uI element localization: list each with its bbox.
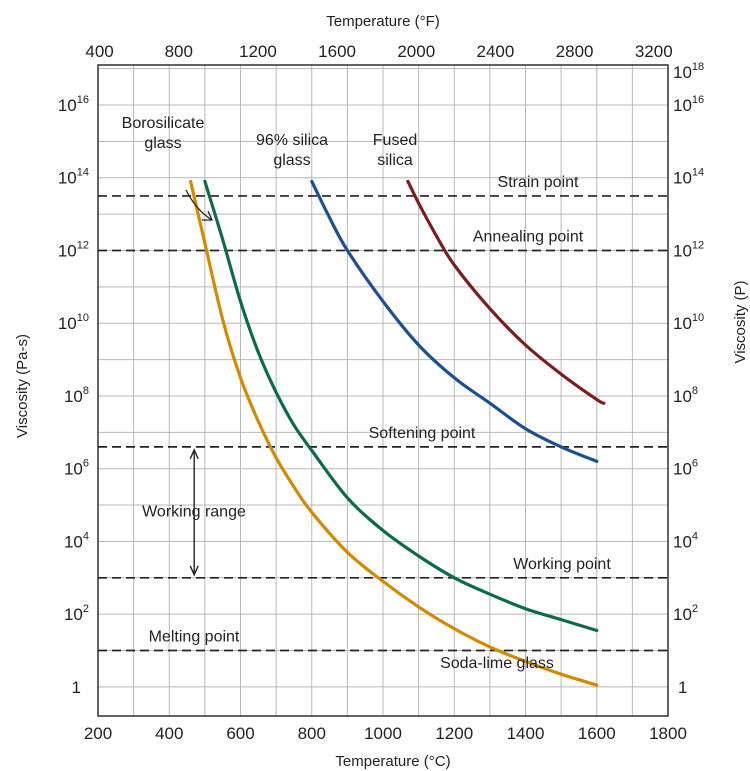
y2-tick-label: 108 (673, 385, 698, 406)
y-tick-label: 1012 (58, 239, 89, 260)
y-axis-title: Viscosity (Pa-s) (14, 334, 31, 438)
series-lines (189, 179, 606, 687)
reference-label: Annealing point (473, 228, 584, 245)
y2-tick-label: 1010 (673, 312, 704, 333)
x-tick-label: 400 (155, 724, 183, 743)
y-tick-label: 104 (64, 530, 89, 551)
reference-lines: Strain point Annealing point Softening poi… (98, 174, 668, 652)
arrow-head-up (189, 448, 199, 460)
y2-tick-label: 1 (678, 678, 687, 697)
reference-label: Strain point (498, 174, 579, 191)
x2-axis-title: Temperature (°F) (326, 13, 440, 30)
x-axis-title: Temperature (°C) (335, 753, 450, 770)
y-tick-label: 1 (72, 678, 81, 697)
y2-tick-label: 106 (673, 458, 698, 479)
x2-tick-label: 400 (85, 42, 113, 61)
x2-tick-label: 2400 (477, 42, 515, 61)
y2-axis-title: Viscosity (P) (732, 280, 749, 363)
x-tick-label: 1200 (435, 724, 473, 743)
x2-tick-label: 3200 (635, 42, 673, 61)
reference-label: Working point (513, 556, 611, 573)
series-label: Borosilicate glass (122, 115, 205, 152)
grid (98, 65, 668, 716)
y-tick-label: 1010 (58, 312, 89, 333)
series-line-96-silica-glass (310, 179, 599, 463)
reference-label: Melting point (149, 629, 240, 646)
series-label: 96% silica glass (256, 132, 328, 169)
y2-tick-label: 1018 (673, 61, 704, 82)
series-label: Soda-lime glass (440, 655, 554, 672)
x2-tick-label: 2800 (556, 42, 594, 61)
label-pointer-arrowhead (202, 210, 214, 221)
series-labels: Borosilicate glass 96% silica glass Fused sil… (122, 115, 554, 672)
x-tick-label: 1800 (649, 724, 687, 743)
x-tick-label: 800 (298, 724, 326, 743)
y-tick-label: 106 (64, 458, 89, 479)
y-tick-label: 108 (64, 385, 89, 406)
y2-tick-label: 1012 (673, 239, 704, 260)
x2-tick-label: 800 (165, 42, 193, 61)
x-tick-label: 1400 (507, 724, 545, 743)
y-tick-label: 1014 (58, 167, 89, 188)
arrow-head-down (189, 565, 199, 577)
y2-tick-label: 104 (673, 530, 698, 551)
series-label: Fused silica (373, 132, 417, 169)
series-line-borosilicate-glass (203, 179, 599, 633)
series-line-fused-silica (406, 179, 606, 405)
x2-tick-label: 2000 (397, 42, 435, 61)
y2-tick-label: 1016 (673, 94, 704, 115)
x2-tick-label: 1600 (318, 42, 356, 61)
x-tick-label: 1000 (364, 724, 402, 743)
y2-tick-label: 1014 (673, 167, 704, 188)
reference-label: Softening point (369, 425, 476, 442)
series-line-soda-lime-glass (189, 179, 599, 687)
label-pointer-arrow (185, 189, 213, 221)
working-range-label: Working range (142, 503, 246, 520)
x2-tick-label: 1200 (239, 42, 277, 61)
annotations: Working range (142, 448, 246, 577)
y-tick-label: 102 (64, 603, 89, 624)
y-tick-label: 1016 (58, 94, 89, 115)
y2-tick-label: 102 (673, 603, 698, 624)
x-tick-label: 600 (226, 724, 254, 743)
x-tick-label: 1600 (578, 724, 616, 743)
plot-frame (97, 64, 669, 717)
x-tick-label: 200 (84, 724, 112, 743)
